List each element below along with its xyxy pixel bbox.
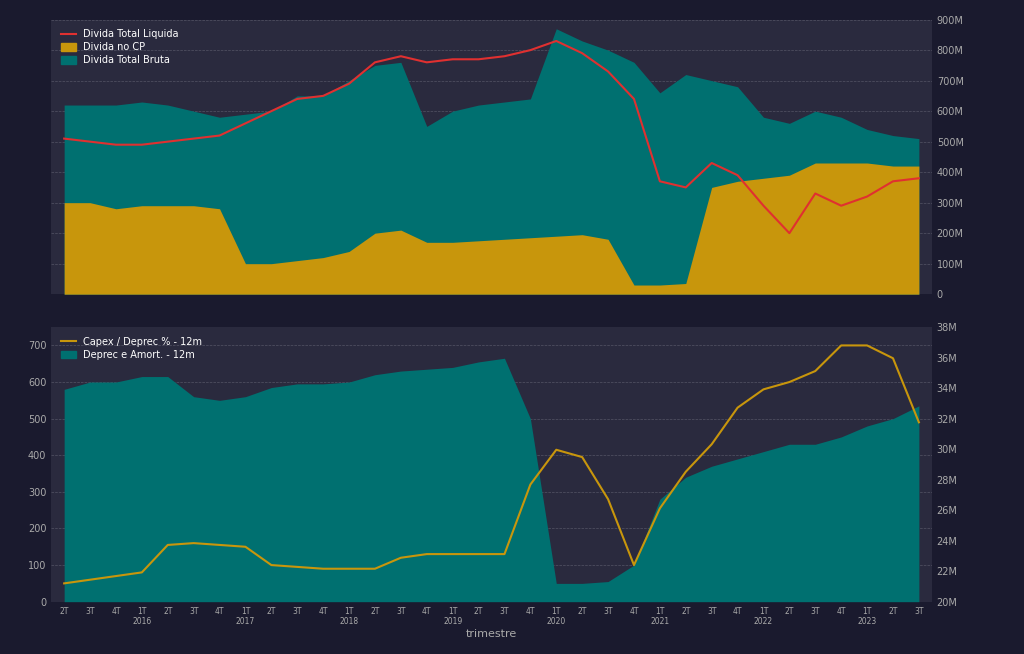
X-axis label: trimestre: trimestre xyxy=(466,628,517,639)
Legend: Capex / Deprec % - 12m, Deprec e Amort. - 12m: Capex / Deprec % - 12m, Deprec e Amort. … xyxy=(56,332,207,365)
Legend: Divida Total Liquida, Divida no CP, Divida Total Bruta: Divida Total Liquida, Divida no CP, Divi… xyxy=(56,24,183,70)
